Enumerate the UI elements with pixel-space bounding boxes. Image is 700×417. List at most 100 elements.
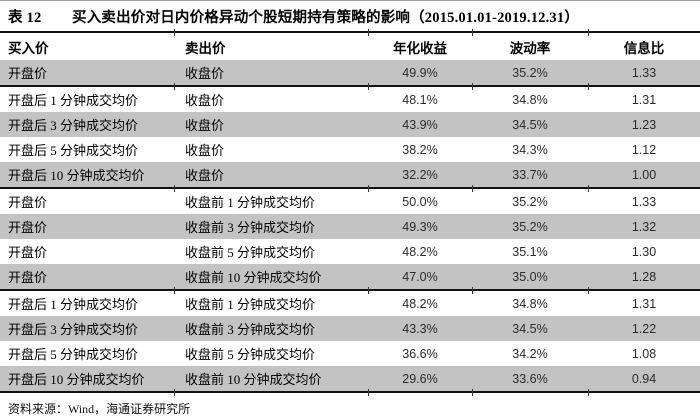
column-boundary-tick <box>174 287 175 294</box>
cell-volatility: 33.7% <box>472 162 588 189</box>
col-header-info-ratio: 信息比 <box>623 40 665 56</box>
table-row: 开盘价 收盘前 1 分钟成交均价 50.0% 35.2% 1.33 <box>0 188 700 214</box>
cell-buy-price: 开盘后 5 分钟成交均价 <box>8 347 139 362</box>
table-title: 买入卖出价对日内价格异动个股短期持有策略的影响（2015.01.01-2019.… <box>72 9 580 26</box>
cell-annual-return: 48.2% <box>402 244 438 259</box>
cell-info-ratio: 1.00 <box>588 162 700 189</box>
column-boundary-tick <box>368 185 369 192</box>
cell-buy-price: 开盘价 <box>8 195 48 210</box>
cell-buy-price: 开盘后 3 分钟成交均价 <box>8 322 139 337</box>
table-row: 开盘价 收盘前 10 分钟成交均价 47.0% 35.0% 1.28 <box>0 264 700 291</box>
column-boundary-tick <box>588 389 589 396</box>
cell-buy-price: 开盘后 5 分钟成交均价 <box>8 143 139 158</box>
cell-sell-price: 收盘前 3 分钟成交均价 <box>185 220 316 235</box>
cell-buy-price: 开盘价 <box>0 60 174 87</box>
column-boundary-tick <box>174 185 175 192</box>
column-boundary-tick <box>368 29 369 36</box>
cell-info-ratio: 1.08 <box>631 346 657 361</box>
cell-annual-return: 50.0% <box>402 194 438 209</box>
cell-buy-price: 开盘价 <box>8 220 48 235</box>
cell-info-ratio: 1.22 <box>631 321 657 336</box>
cell-annual-return: 38.2% <box>402 142 438 157</box>
cell-annual-return: 36.6% <box>402 346 438 361</box>
table-row: 开盘后 3 分钟成交均价 收盘价 43.9% 34.5% 1.23 <box>0 112 700 137</box>
cell-volatility: 35.2% <box>472 60 588 87</box>
cell-sell-price: 收盘前 5 分钟成交均价 <box>185 347 316 362</box>
table-row: 开盘后 5 分钟成交均价 收盘前 5 分钟成交均价 36.6% 34.2% 1.… <box>0 341 700 366</box>
cell-info-ratio: 1.30 <box>631 244 657 259</box>
cell-volatility: 34.5% <box>512 117 548 132</box>
cell-info-ratio: 1.32 <box>631 219 657 234</box>
source-note: 资料来源：Wind，海通证券研究所 <box>8 402 191 416</box>
cell-volatility: 34.3% <box>512 142 548 157</box>
cell-annual-return: 29.6% <box>368 366 472 393</box>
cell-buy-price: 开盘后 1 分钟成交均价 <box>8 93 139 108</box>
cell-buy-price: 开盘后 10 分钟成交均价 <box>0 162 174 189</box>
cell-volatility: 34.5% <box>512 321 548 336</box>
cell-info-ratio: 1.12 <box>631 142 657 157</box>
table-row: 开盘后 10 分钟成交均价 收盘前 10 分钟成交均价 29.6% 33.6% … <box>0 366 700 393</box>
column-boundary-tick <box>174 83 175 90</box>
table-row: 开盘后 10 分钟成交均价 收盘价 32.2% 33.7% 1.00 <box>0 162 700 189</box>
header-row: 买入价 卖出价 年化收益 波动率 信息比 <box>0 33 700 60</box>
column-boundary-tick <box>472 83 473 90</box>
column-boundary-tick <box>588 83 589 90</box>
column-boundary-tick <box>368 83 369 90</box>
cell-info-ratio: 1.33 <box>631 194 657 209</box>
cell-buy-price: 开盘后 1 分钟成交均价 <box>8 297 139 312</box>
cell-volatility: 35.0% <box>472 264 588 291</box>
cell-annual-return: 48.1% <box>402 92 438 107</box>
cell-info-ratio: 1.33 <box>588 60 700 87</box>
cell-annual-return: 43.9% <box>402 117 438 132</box>
cell-volatility: 34.2% <box>512 346 548 361</box>
cell-sell-price: 收盘前 3 分钟成交均价 <box>185 322 316 337</box>
cell-volatility: 35.2% <box>512 194 548 209</box>
column-boundary-tick <box>472 389 473 396</box>
cell-info-ratio: 1.23 <box>631 117 657 132</box>
cell-sell-price: 收盘前 10 分钟成交均价 <box>174 366 368 393</box>
col-header-volatility: 波动率 <box>509 40 551 56</box>
cell-sell-price: 收盘价 <box>174 60 368 87</box>
cell-volatility: 35.1% <box>512 244 548 259</box>
cell-annual-return: 32.2% <box>368 162 472 189</box>
table-row: 开盘价 收盘前 3 分钟成交均价 49.3% 35.2% 1.32 <box>0 214 700 239</box>
table-row: 开盘价 收盘价 49.9% 35.2% 1.33 <box>0 60 700 87</box>
col-header-buy-price: 买入价 <box>8 40 49 56</box>
table-row: 开盘后 1 分钟成交均价 收盘前 1 分钟成交均价 48.2% 34.8% 1.… <box>0 290 700 316</box>
column-boundary-tick <box>588 185 589 192</box>
cell-volatility: 34.8% <box>512 296 548 311</box>
cell-sell-price: 收盘价 <box>174 162 368 189</box>
table-caption: 表 12 买入卖出价对日内价格异动个股短期持有策略的影响（2015.01.01-… <box>0 0 700 33</box>
cell-annual-return: 49.3% <box>402 219 438 234</box>
column-boundary-tick <box>472 29 473 36</box>
cell-annual-return: 49.9% <box>368 60 472 87</box>
col-header-annual-return: 年化收益 <box>393 40 447 56</box>
column-boundary-tick <box>174 29 175 36</box>
cell-sell-price: 收盘价 <box>185 143 225 158</box>
table-row: 开盘价 收盘前 5 分钟成交均价 48.2% 35.1% 1.30 <box>0 239 700 264</box>
cell-sell-price: 收盘前 1 分钟成交均价 <box>185 297 316 312</box>
cell-info-ratio: 0.94 <box>588 366 700 393</box>
cell-sell-price: 收盘前 5 分钟成交均价 <box>185 245 316 260</box>
col-header-sell-price: 卖出价 <box>185 40 226 56</box>
table-row: 开盘后 3 分钟成交均价 收盘前 3 分钟成交均价 43.3% 34.5% 1.… <box>0 316 700 341</box>
column-boundary-tick <box>368 389 369 396</box>
cell-annual-return: 47.0% <box>368 264 472 291</box>
column-boundary-tick <box>588 29 589 36</box>
cell-buy-price: 开盘后 10 分钟成交均价 <box>0 366 174 393</box>
column-boundary-tick <box>174 389 175 396</box>
cell-info-ratio: 1.31 <box>631 296 657 311</box>
table-number: 表 12 <box>8 9 42 26</box>
cell-info-ratio: 1.31 <box>631 92 657 107</box>
cell-sell-price: 收盘价 <box>185 118 225 133</box>
table-body: 开盘价 收盘价 49.9% 35.2% 1.33 开盘后 1 分钟成交均价 收盘… <box>0 60 700 393</box>
column-boundary-tick <box>588 287 589 294</box>
cell-sell-price: 收盘价 <box>185 93 225 108</box>
cell-volatility: 35.2% <box>512 219 548 234</box>
cell-sell-price: 收盘前 10 分钟成交均价 <box>174 264 368 291</box>
table-row: 开盘后 5 分钟成交均价 收盘价 38.2% 34.3% 1.12 <box>0 137 700 162</box>
cell-volatility: 34.8% <box>512 92 548 107</box>
strategy-impact-table: 买入价 卖出价 年化收益 波动率 信息比 开盘价 收盘价 49.9% 35.2%… <box>0 33 700 393</box>
column-boundary-tick <box>472 287 473 294</box>
